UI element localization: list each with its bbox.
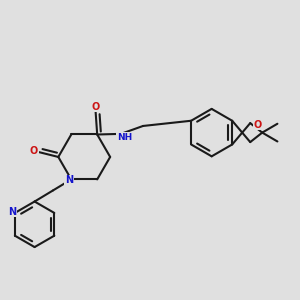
- Text: O: O: [254, 120, 262, 130]
- Text: N: N: [8, 207, 16, 217]
- Text: N: N: [65, 176, 73, 185]
- Text: NH: NH: [117, 133, 132, 142]
- Text: O: O: [29, 146, 38, 156]
- Text: O: O: [92, 102, 100, 112]
